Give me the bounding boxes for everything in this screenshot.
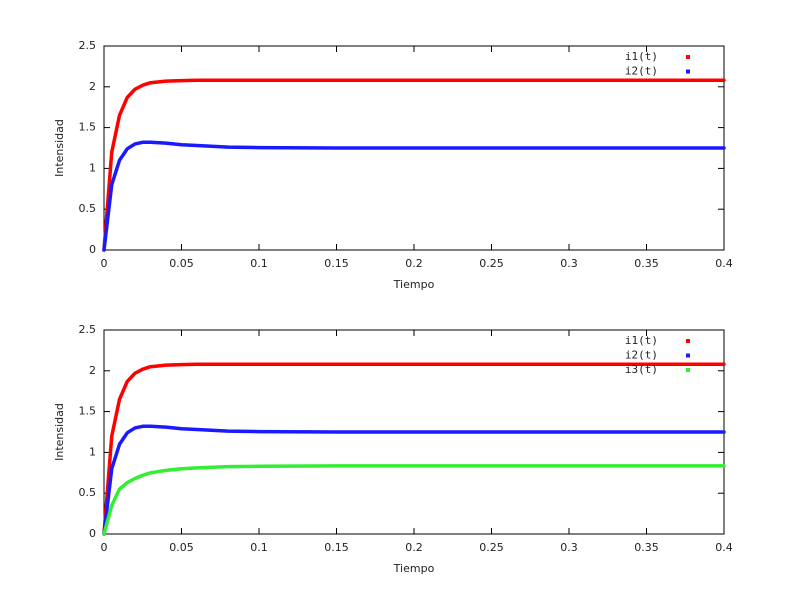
legend-marker [686, 339, 690, 343]
x-tick-label: 0 [101, 541, 108, 554]
x-tick-label: 0.25 [479, 541, 504, 554]
y-tick-label: 1 [89, 161, 96, 174]
legend-marker [686, 55, 690, 59]
x-tick-label: 0.05 [169, 541, 194, 554]
legend-marker [686, 69, 690, 74]
y-tick-label: 1 [89, 445, 96, 458]
x-tick-label: 0.1 [250, 257, 268, 270]
x-tick-label: 0.2 [405, 257, 423, 270]
y-tick-label: 0 [89, 527, 96, 540]
x-axis-label: Tiempo [393, 562, 435, 575]
y-axis-label: Intensidad [53, 403, 66, 461]
legend-label: i3(t) [625, 363, 658, 376]
y-tick-label: 0.5 [79, 202, 97, 215]
legend-marker [686, 353, 690, 358]
series-line [102, 78, 726, 252]
series-line [102, 464, 726, 536]
x-tick-label: 0.15 [324, 257, 349, 270]
legend-label: i1(t) [625, 50, 658, 63]
x-tick-label: 0 [101, 257, 108, 270]
legend-marker [686, 368, 690, 372]
y-axis-label: Intensidad [53, 119, 66, 177]
x-tick-label: 0.4 [715, 257, 733, 270]
x-tick-label: 0.1 [250, 541, 268, 554]
y-tick-label: 0.5 [79, 486, 97, 499]
x-tick-label: 0.25 [479, 257, 504, 270]
x-axis-label: Tiempo [393, 278, 435, 291]
y-tick-label: 1.5 [79, 121, 97, 134]
x-tick-label: 0.35 [634, 541, 659, 554]
x-tick-label: 0.3 [560, 257, 578, 270]
y-tick-label: 2 [89, 80, 96, 93]
legend-label: i2(t) [625, 349, 658, 362]
x-tick-label: 0.35 [634, 257, 659, 270]
y-tick-label: 1.5 [79, 405, 97, 418]
y-tick-label: 2.5 [79, 39, 97, 52]
y-tick-label: 2 [89, 364, 96, 377]
y-tick-label: 2.5 [79, 323, 97, 336]
legend-label: i2(t) [625, 65, 658, 78]
series-line [102, 140, 726, 252]
x-tick-label: 0.3 [560, 541, 578, 554]
x-tick-label: 0.2 [405, 541, 423, 554]
x-tick-label: 0.15 [324, 541, 349, 554]
x-tick-label: 0.05 [169, 257, 194, 270]
y-tick-label: 0 [89, 243, 96, 256]
series-line [102, 424, 726, 536]
legend-label: i1(t) [625, 334, 658, 347]
series-line [102, 362, 726, 536]
x-tick-label: 0.4 [715, 541, 733, 554]
